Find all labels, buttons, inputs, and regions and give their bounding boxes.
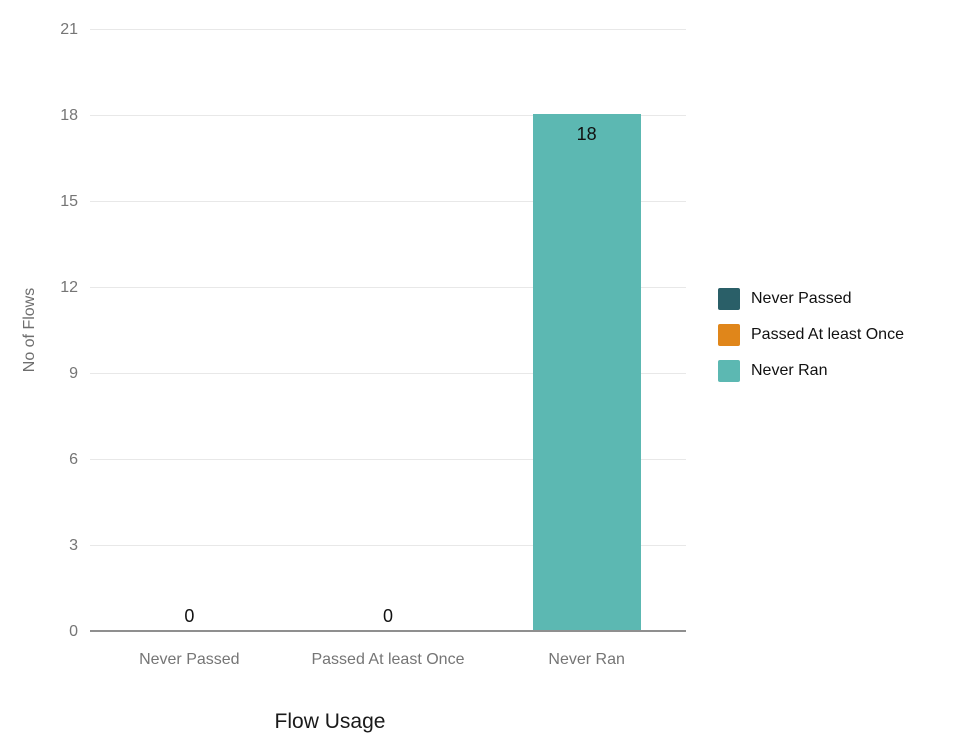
y-tick-label-6: 6 (69, 451, 78, 468)
x-category-label-passed-at-least-once: Passed At least Once (311, 651, 465, 668)
gridline-y-12 (90, 287, 686, 288)
plot-area (90, 29, 686, 632)
y-tick-label-12: 12 (60, 279, 78, 296)
bar-value-label-never-ran: 18 (576, 124, 597, 144)
y-tick-label-18: 18 (60, 107, 78, 124)
gridline-y-21 (90, 29, 686, 30)
legend-swatch-icon (718, 288, 740, 310)
legend-item-passed-at-least-once[interactable]: Passed At least Once (718, 324, 904, 346)
gridline-y-9 (90, 373, 686, 374)
gridline-y-3 (90, 545, 686, 546)
y-tick-label-15: 15 (60, 193, 78, 210)
x-category-label-never-passed: Never Passed (139, 651, 240, 668)
legend: Never Passed Passed At least Once Never Ra… (718, 288, 904, 382)
legend-label: Passed At least Once (751, 326, 904, 343)
legend-label: Never Ran (751, 362, 828, 379)
bar-value-label-never-passed: 0 (184, 606, 195, 626)
gridline-y-18 (90, 115, 686, 116)
bar-never-ran[interactable] (532, 114, 641, 630)
legend-label: Never Passed (751, 290, 852, 307)
x-axis-title: Flow Usage (274, 710, 386, 733)
y-tick-label-21: 21 (60, 21, 78, 38)
legend-swatch-icon (718, 324, 740, 346)
x-category-label-never-ran: Never Ran (548, 651, 625, 668)
y-tick-label-3: 3 (69, 537, 78, 554)
bar-value-label-passed-at-least-once: 0 (382, 606, 393, 626)
y-tick-label-0: 0 (69, 623, 78, 640)
legend-item-never-passed[interactable]: Never Passed (718, 288, 904, 310)
gridline-y-15 (90, 201, 686, 202)
legend-swatch-icon (718, 360, 740, 382)
y-tick-label-9: 9 (69, 365, 78, 382)
legend-item-never-ran[interactable]: Never Ran (718, 360, 904, 382)
gridline-y-6 (90, 459, 686, 460)
y-axis-title: No of Flows (21, 287, 38, 373)
